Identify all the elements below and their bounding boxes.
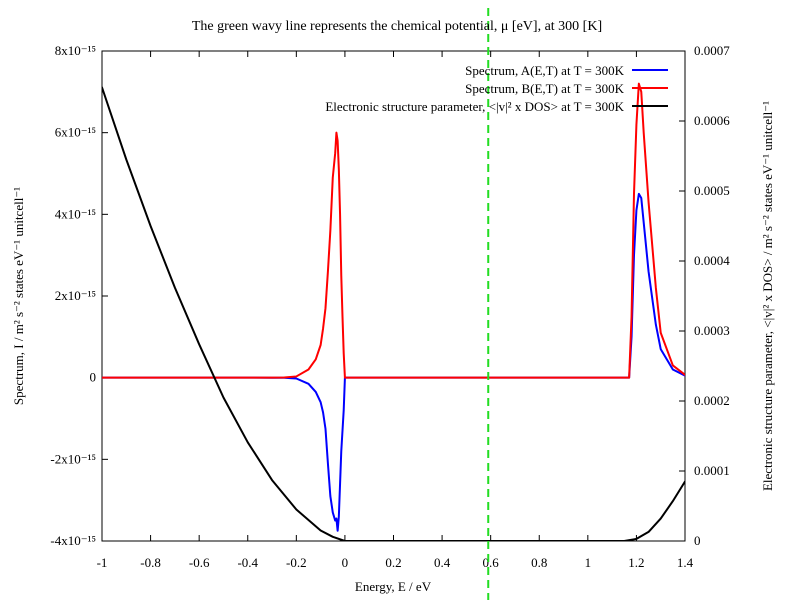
plot-frame [101, 50, 686, 542]
x-tick-label: -0.8 [140, 555, 161, 570]
x-tick-label: 0.6 [483, 555, 500, 570]
y2-axis-title: Electronic structure parameter, <|v|² x … [760, 101, 775, 491]
x-tick-label: 1.2 [628, 555, 644, 570]
x-tick-label: 0.4 [434, 555, 451, 570]
x-tick-label: 1 [585, 555, 592, 570]
y-tick-label: 4x10⁻¹⁵ [55, 206, 96, 221]
y2-tick-label: 0.0005 [694, 183, 730, 198]
x-axis-title: Energy, E / eV [355, 579, 432, 594]
y2-tick-label: 0 [694, 533, 701, 548]
x-tick-label: 0.8 [531, 555, 547, 570]
x-tick-label: -0.4 [237, 555, 258, 570]
y-tick-label: 0 [90, 370, 97, 385]
y2-tick-label: 0.0003 [694, 323, 730, 338]
legend-label-1: Spectrum, A(E,T) at T = 300K [465, 63, 624, 78]
series-line-2 [102, 82, 685, 379]
x-tick-label: -0.6 [189, 555, 210, 570]
x-tick-label: 0.2 [385, 555, 401, 570]
y-tick-label: 6x10⁻¹⁵ [55, 125, 96, 140]
y-tick-label: -2x10⁻¹⁵ [50, 451, 96, 466]
y2-tick-label: 0.0004 [694, 253, 730, 268]
y2-tick-label: 0.0002 [694, 393, 730, 408]
y2-tick-label: 0.0007 [694, 43, 730, 58]
y-axis-title: Spectrum, I / m² s⁻² states eV⁻¹ unitcel… [11, 187, 26, 405]
y-tick-label: 2x10⁻¹⁵ [55, 288, 96, 303]
x-tick-label: -0.2 [286, 555, 307, 570]
legend-label-2: Spectrum, B(E,T) at T = 300K [465, 81, 624, 96]
y-tick-label: -4x10⁻¹⁵ [50, 533, 96, 548]
x-tick-label: 1.4 [677, 555, 694, 570]
chart-title: The green wavy line represents the chemi… [192, 19, 602, 34]
series-line-3 [102, 86, 685, 541]
y2-tick-label: 0.0006 [694, 113, 730, 128]
legend-label-3: Electronic structure parameter, <|v|² x … [325, 99, 624, 114]
series-line-1 [102, 192, 685, 532]
y2-tick-label: 0.0001 [694, 463, 730, 478]
x-tick-label: 0 [342, 555, 349, 570]
x-tick-label: -1 [97, 555, 108, 570]
y-tick-label: 8x10⁻¹⁵ [55, 43, 96, 58]
